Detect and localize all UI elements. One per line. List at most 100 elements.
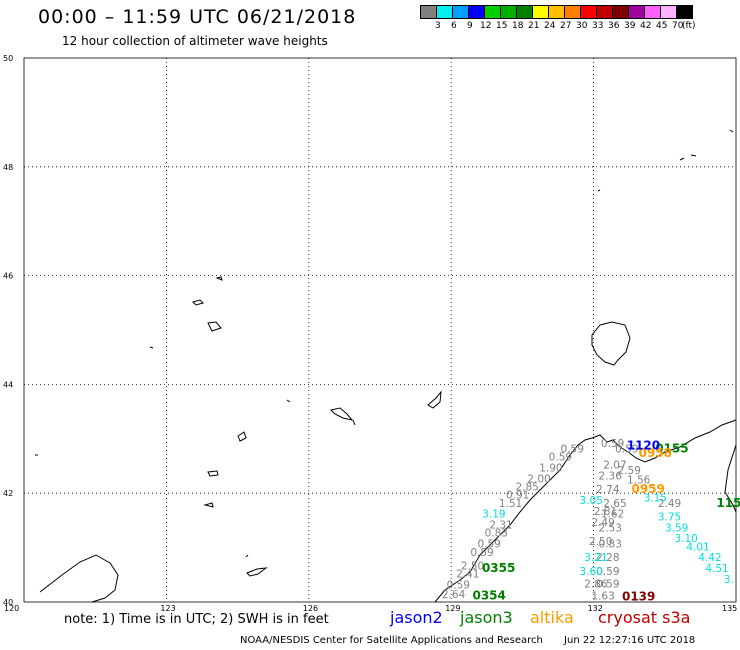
wave-height-value: 4.42 xyxy=(698,552,721,564)
legend-label: 24 xyxy=(544,21,556,31)
color-legend xyxy=(420,5,693,19)
legend-label: (ft) xyxy=(682,21,696,31)
wave-height-value: 2.41 xyxy=(456,569,479,581)
lon-tick-label: 129 xyxy=(445,604,460,613)
wave-height-value: 0.59 xyxy=(470,547,493,559)
footer-credit: NOAA/NESDIS Center for Satellite Applica… xyxy=(240,635,543,646)
wave-height-value: 2.28 xyxy=(596,552,619,564)
lon-tick-label: 120 xyxy=(4,604,19,613)
legend-label: 18 xyxy=(512,21,524,31)
wave-height-value: 0.91 xyxy=(506,490,529,502)
coastline xyxy=(39,321,737,603)
wave-height-value: 0.59 xyxy=(596,566,619,578)
pass-time-label: 115 xyxy=(716,496,740,510)
map-tick-labels: 120 123 126 129 132 135 40 42 44 46 48 50 xyxy=(3,54,737,613)
wave-height-value: 0.59 xyxy=(477,539,500,551)
lon-tick-label: 132 xyxy=(588,604,603,613)
wave-height-value: 4.51 xyxy=(705,563,728,575)
legend-label: 3 xyxy=(435,21,441,31)
wave-height-value: 3.60 xyxy=(580,566,603,578)
coastline-hokkaido xyxy=(591,321,631,366)
legend-label: 27 xyxy=(560,21,572,31)
wave-height-value: 3.59 xyxy=(665,522,688,534)
pass-time-label: 0139 xyxy=(622,589,655,603)
pass-time-label: 0355 xyxy=(482,561,515,575)
wave-height-value: 1.56 xyxy=(627,474,651,486)
small-islands xyxy=(35,129,734,577)
legend-label: 9 xyxy=(467,21,473,31)
wave-height-value: 2.07 xyxy=(603,460,626,472)
legend-label: 30 xyxy=(576,21,588,31)
wave-height-value: 2.36 xyxy=(599,471,623,483)
wave-height-value: 2.74 xyxy=(596,484,620,496)
map-gridlines xyxy=(24,58,736,602)
wave-height-value: 0.59 xyxy=(615,443,638,455)
wave-height-value: 2.50 xyxy=(589,536,612,548)
satellite-label: cryosat s3a xyxy=(598,608,691,627)
coastline-bay xyxy=(39,554,119,603)
pass-time-label: 0354 xyxy=(472,588,505,602)
lat-tick-label: 42 xyxy=(3,489,13,498)
satellite-label: jason2 xyxy=(390,608,443,627)
wave-height-value: 2.31 xyxy=(489,520,512,532)
satellite-label: altika xyxy=(530,608,574,627)
pass-time-label: 0155 xyxy=(655,441,688,455)
legend-label: 36 xyxy=(608,21,620,31)
legend-label: 15 xyxy=(496,21,508,31)
wave-height-value: 1.51 xyxy=(499,498,522,510)
pass-time-label: 0958 xyxy=(639,446,672,460)
coastline-korea-north xyxy=(434,419,737,603)
wave-height-value: 2.81 xyxy=(594,506,617,518)
wave-height-value: 2.65 xyxy=(603,498,626,510)
wave-height-value: 2.50 xyxy=(461,560,484,572)
wave-height-value: 0.59 xyxy=(601,438,624,450)
map-frame xyxy=(23,57,737,603)
footer-timestamp: Jun 22 12:27:16 UTC 2018 xyxy=(564,635,696,646)
legend-label: 21 xyxy=(528,21,540,31)
legend-label: 39 xyxy=(624,21,636,31)
lat-tick-label: 46 xyxy=(3,272,13,281)
lon-tick-label: 135 xyxy=(722,604,737,613)
wave-height-value: 1.90 xyxy=(539,462,562,474)
map-note: note: 1) Time is in UTC; 2) SWH is in fe… xyxy=(64,612,329,627)
wave-height-value: 2.53 xyxy=(599,522,622,534)
pass-time-label: 0959 xyxy=(631,482,664,496)
wave-height-value: 2.59 xyxy=(618,465,641,477)
legend-label: 12 xyxy=(480,21,492,31)
lat-tick-label: 50 xyxy=(3,54,13,63)
legend-label: 42 xyxy=(640,21,652,31)
lat-tick-label: 40 xyxy=(3,598,13,607)
map-subtitle: 12 hour collection of altimeter wave hei… xyxy=(62,34,328,48)
wave-height-value: 4.01 xyxy=(686,541,709,553)
wave-height-value: 3.15 xyxy=(644,492,667,504)
wave-height-value: 3.21 xyxy=(584,552,607,564)
lat-tick-label: 44 xyxy=(3,380,13,389)
wave-height-value: 2.64 xyxy=(442,589,466,601)
lon-tick-label: 123 xyxy=(160,604,175,613)
wave-height-value: 0.59 xyxy=(447,579,470,591)
wave-height-value: 0.83 xyxy=(599,539,622,551)
wave-height-value: 1.63 xyxy=(591,590,614,602)
wave-height-value: 2.49 xyxy=(658,498,681,510)
wave-height-value: 3.10 xyxy=(674,533,697,545)
coastline-honshu xyxy=(724,444,737,513)
legend-label: 45 xyxy=(656,21,668,31)
wave-height-value: 0.59 xyxy=(549,452,572,464)
wave-height-value: 3.19 xyxy=(482,509,505,521)
legend-swatch xyxy=(676,5,693,19)
wave-height-value: 2.00 xyxy=(527,473,550,485)
map-title: 00:00 – 11:59 UTC 06/21/2018 xyxy=(38,6,357,28)
lat-tick-label: 48 xyxy=(3,163,13,172)
altimeter-tracks: 0.590.591.902.002.850.911.512.310.830.59… xyxy=(442,438,740,603)
satellite-label: jason3 xyxy=(460,608,513,627)
wave-height-value: 3.05 xyxy=(580,495,603,507)
legend-label: 70 xyxy=(672,21,684,31)
wave-height-value: 3.75 xyxy=(658,511,681,523)
wave-height-value: 2.86 xyxy=(584,578,608,590)
legend-label: 33 xyxy=(592,21,604,31)
color-legend-labels: 3 6 9 12 15 18 21 24 27 30 33 36 39 42 45 70 (ft) xyxy=(420,21,740,35)
wave-height-value: 0.83 xyxy=(485,528,508,540)
footer: NOAA/NESDIS Center for Satellite Applica… xyxy=(240,635,695,646)
wave-height-value: 0.59 xyxy=(561,443,584,455)
